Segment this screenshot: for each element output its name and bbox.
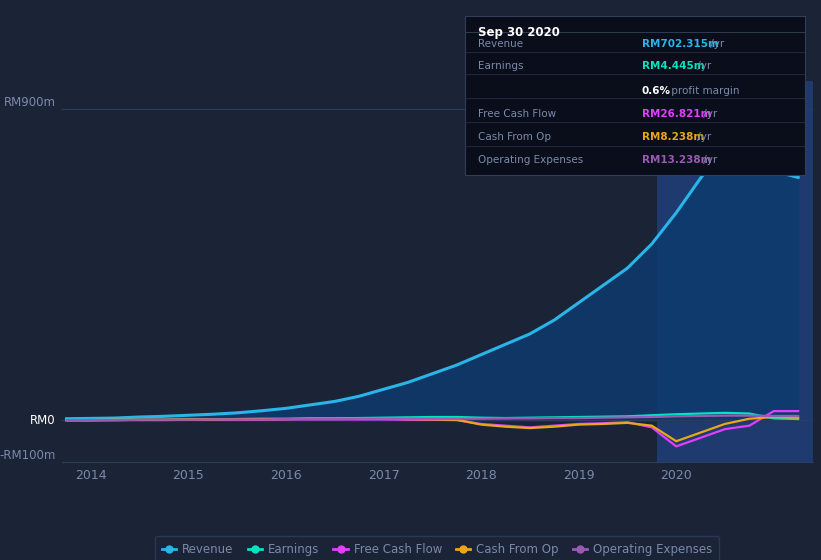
Text: RM702.315m: RM702.315m xyxy=(642,39,718,49)
Text: /yr: /yr xyxy=(694,132,711,142)
Text: profit margin: profit margin xyxy=(667,86,739,96)
Text: /yr: /yr xyxy=(700,109,718,119)
Text: /yr: /yr xyxy=(694,61,711,71)
Legend: Revenue, Earnings, Free Cash Flow, Cash From Op, Operating Expenses: Revenue, Earnings, Free Cash Flow, Cash … xyxy=(155,535,719,560)
Text: RM0: RM0 xyxy=(30,414,56,427)
Text: RM26.821m: RM26.821m xyxy=(642,109,711,119)
Bar xyxy=(657,81,813,462)
Text: RM900m: RM900m xyxy=(3,96,56,109)
Text: Earnings: Earnings xyxy=(479,61,524,71)
Text: RM4.445m: RM4.445m xyxy=(642,61,704,71)
Text: Operating Expenses: Operating Expenses xyxy=(479,155,584,165)
Text: RM13.238m: RM13.238m xyxy=(642,155,711,165)
Text: /yr: /yr xyxy=(707,39,724,49)
Text: -RM100m: -RM100m xyxy=(0,449,56,461)
Text: Revenue: Revenue xyxy=(479,39,524,49)
Text: Cash From Op: Cash From Op xyxy=(479,132,552,142)
Text: Sep 30 2020: Sep 30 2020 xyxy=(479,26,560,39)
Text: /yr: /yr xyxy=(700,155,718,165)
Text: Free Cash Flow: Free Cash Flow xyxy=(479,109,557,119)
Text: 0.6%: 0.6% xyxy=(642,86,671,96)
Text: RM8.238m: RM8.238m xyxy=(642,132,704,142)
